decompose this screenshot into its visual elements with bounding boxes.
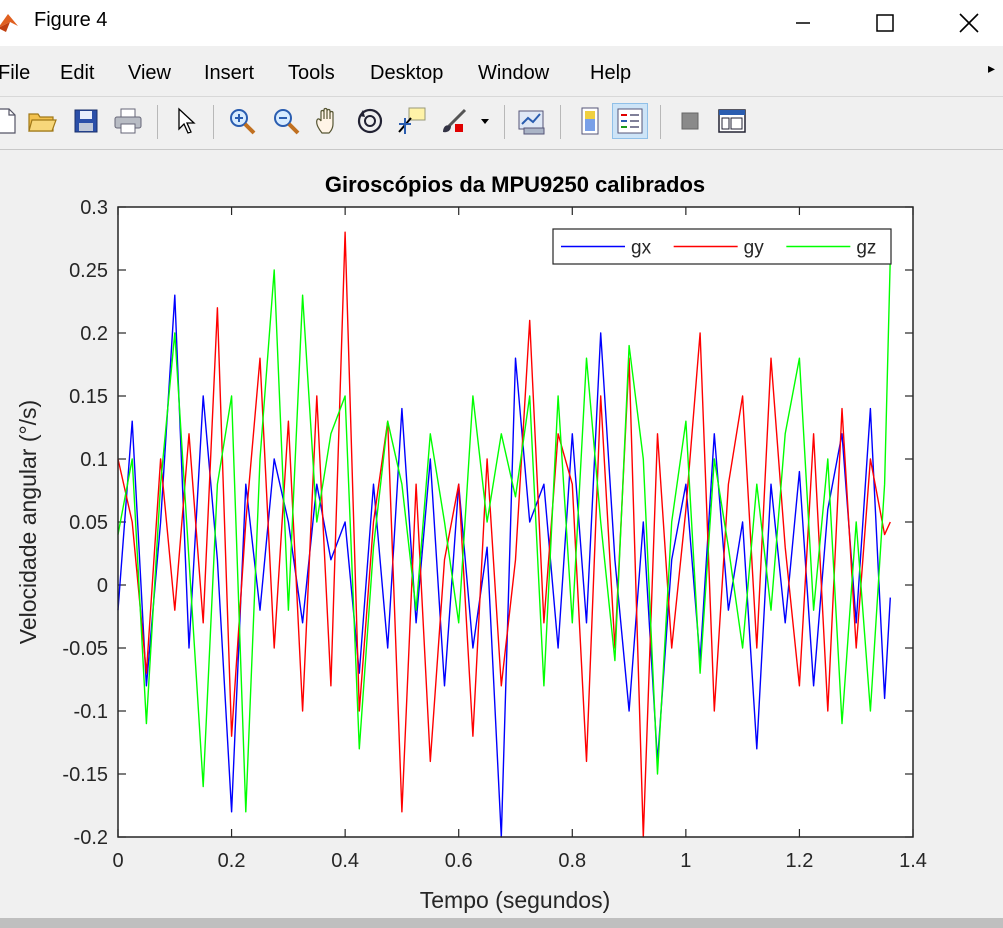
pan-button[interactable] [310, 103, 346, 139]
window-titlebar: Figure 4 [0, 0, 1003, 46]
data-cursor-button[interactable] [394, 103, 430, 139]
menu-help[interactable]: Help [590, 62, 632, 84]
print-button[interactable] [110, 103, 146, 139]
toolbar-separator [560, 105, 561, 139]
zoom-in-button[interactable] [224, 103, 260, 139]
y-tick-label: 0.3 [80, 197, 108, 219]
x-tick-label: 0.8 [558, 850, 586, 872]
new-icon [0, 108, 16, 134]
legend-label-gz: gz [856, 238, 876, 259]
zoom-out-button[interactable] [268, 103, 304, 139]
rotate-icon [357, 108, 383, 134]
pan-icon [316, 107, 334, 134]
edit-plot-button[interactable] [168, 103, 204, 139]
legend[interactable]: gx gy gz [552, 228, 892, 265]
chart-title: Giroscópios da MPU9250 calibrados [325, 172, 705, 197]
x-tick-label: 0.6 [445, 850, 473, 872]
toolbar-separator [660, 105, 661, 139]
axes-background [118, 207, 913, 837]
y-tick-label: 0.2 [80, 323, 108, 345]
open-file-button[interactable] [24, 103, 60, 139]
y-tick-label: 0.05 [69, 512, 108, 534]
menu-tools[interactable]: Tools [288, 62, 335, 84]
brush-button[interactable] [436, 103, 472, 139]
hide-tools-icon [681, 112, 699, 130]
brush-dropdown-button[interactable] [474, 103, 496, 139]
zoom-in-icon [230, 109, 256, 135]
close-button[interactable] [946, 0, 992, 46]
y-tick-label: -0.15 [62, 764, 108, 786]
menu-desktop[interactable]: Desktop [370, 62, 444, 84]
dock-icon [718, 109, 746, 133]
pointer-icon [178, 107, 196, 134]
chevron-down-icon [481, 119, 489, 124]
show-plot-tools-button[interactable] [714, 103, 750, 139]
toolbar-separator [504, 105, 505, 139]
x-tick-label: 1 [680, 850, 691, 872]
y-tick-label: 0 [97, 575, 108, 597]
print-icon [114, 108, 142, 134]
y-tick-label: 0.1 [80, 449, 108, 471]
minimize-icon [796, 22, 810, 24]
save-icon [74, 109, 98, 133]
menu-view[interactable]: View [128, 62, 171, 84]
series-lines [117, 231, 891, 838]
menu-edit[interactable]: Edit [60, 62, 95, 84]
figure-toolbar [0, 96, 1003, 150]
menu-bar: File Edit View Insert Tools Desktop Wind… [0, 54, 1003, 94]
legend-label-gy: gy [744, 238, 765, 259]
axes-box [117, 206, 914, 838]
menu-window[interactable]: Window [478, 62, 550, 84]
series-line-gz [117, 257, 891, 813]
toolbar-separator [213, 105, 214, 139]
x-axis-label: Tempo (segundos) [420, 887, 611, 913]
open-icon [28, 113, 57, 132]
legend-icon [617, 108, 643, 134]
y-tick-label: -0.05 [62, 638, 108, 660]
data-cursor-icon [398, 107, 426, 134]
hide-plot-tools-button[interactable] [672, 103, 708, 139]
legend-label-gx: gx [631, 238, 652, 259]
new-figure-button[interactable] [0, 103, 24, 139]
insert-legend-button[interactable] [612, 103, 648, 139]
rotate-3d-button[interactable] [352, 103, 388, 139]
maximize-icon [876, 14, 894, 32]
x-tick-label: 0 [112, 850, 123, 872]
link-plot-icon [518, 110, 545, 135]
y-axis-label: Velocidade angular (°/s) [15, 400, 41, 644]
series-line-gy [117, 231, 891, 838]
brush-icon [443, 108, 467, 133]
minimize-button[interactable] [780, 0, 826, 46]
save-button[interactable] [68, 103, 104, 139]
series-line-gx [117, 294, 891, 838]
matlab-icon [0, 14, 18, 32]
x-tick-label: 1.4 [899, 850, 927, 872]
x-tick-label: 0.2 [218, 850, 246, 872]
y-tick-label: 0.25 [69, 260, 108, 282]
y-tick-label: 0.15 [69, 386, 108, 408]
link-plot-button[interactable] [514, 103, 550, 139]
y-tick-label: -0.2 [74, 827, 108, 849]
colorbar-icon [581, 107, 599, 135]
y-tick-label: -0.1 [74, 701, 108, 723]
x-tick-label: 0.4 [331, 850, 359, 872]
menu-insert[interactable]: Insert [204, 62, 255, 84]
maximize-button[interactable] [862, 0, 908, 46]
menu-file[interactable]: File [0, 62, 31, 84]
toolbar-separator [157, 105, 158, 139]
window-title: Figure 4 [34, 9, 108, 31]
zoom-out-icon [274, 109, 300, 135]
figure-canvas: Giroscópios da MPU9250 calibrados 0 0.2 0.… [0, 150, 1003, 920]
menu-overflow-icon[interactable]: ▸ [988, 60, 996, 76]
close-icon [959, 13, 979, 33]
line-chart[interactable]: Giroscópios da MPU9250 calibrados 0 0.2 0.… [0, 150, 1003, 920]
x-tick-label: 1.2 [786, 850, 814, 872]
window-bottom-edge [0, 918, 1003, 928]
insert-colorbar-button[interactable] [572, 103, 608, 139]
